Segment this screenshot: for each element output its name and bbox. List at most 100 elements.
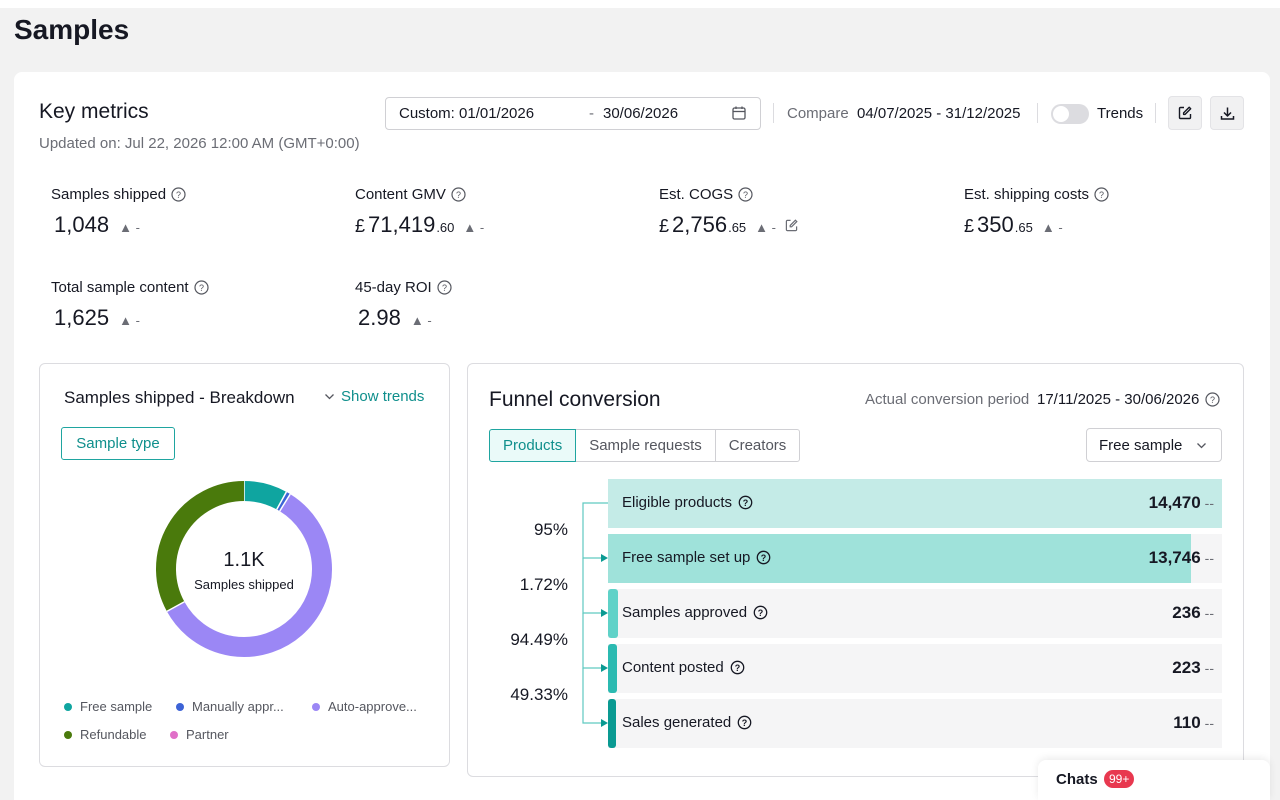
funnel-step-label: Content posted <box>622 659 724 676</box>
funnel-bar <box>608 699 616 748</box>
calendar-icon[interactable] <box>732 106 746 120</box>
legend-item[interactable]: Manually appr... <box>176 699 284 714</box>
breakdown-title: Samples shipped - Breakdown <box>64 388 295 407</box>
svg-text:?: ? <box>1099 190 1104 200</box>
conversion-rate: 95% <box>533 520 568 539</box>
metric-value: 1,625 <box>54 305 110 330</box>
help-icon[interactable]: ? <box>171 187 186 202</box>
funnel-step-label: Sales generated <box>622 714 732 731</box>
help-icon[interactable]: ? <box>193 280 209 295</box>
select-value: Free sample <box>1099 436 1183 454</box>
help-icon[interactable]: ? <box>437 280 452 295</box>
edit-metrics-button[interactable] <box>1168 96 1202 130</box>
funnel-bar <box>608 589 618 638</box>
funnel-step: Content posted? 223 -- <box>608 644 1222 693</box>
date-range-start[interactable]: Custom: 01/01/2026 <box>399 105 535 122</box>
svg-text:?: ? <box>199 283 204 293</box>
help-icon[interactable]: ? <box>451 187 466 202</box>
metric-total-sample-content: Total sample content? 1,625 ▲ - <box>51 279 209 331</box>
help-icon[interactable]: ? <box>753 605 768 620</box>
metric-change: - <box>427 313 432 328</box>
donut-center: 1.1K Samples shipped <box>154 479 334 659</box>
metric-value: 350 <box>977 212 1014 237</box>
funnel-step-value: 14,470 <box>1148 493 1201 512</box>
donut-separator <box>276 491 288 510</box>
tab-products[interactable]: Products <box>489 429 577 462</box>
metric-value: 2,756 <box>672 212 728 237</box>
page-title: Samples <box>14 14 130 45</box>
metric-change: - <box>771 220 776 235</box>
sample-type-chip[interactable]: Sample type <box>61 427 175 460</box>
chevron-down-icon <box>325 394 334 400</box>
tab-sample-requests[interactable]: Sample requests <box>575 429 716 462</box>
funnel-step-label: Free sample set up <box>622 549 751 566</box>
donut-segment-refundable[interactable] <box>156 481 245 612</box>
metric-change: - <box>135 220 140 235</box>
legend-item[interactable]: Free sample <box>64 699 152 714</box>
metric-currency: £ <box>659 216 670 236</box>
conversion-period-value: 17/11/2025 - 30/06/2026 <box>1037 391 1200 408</box>
chats-widget[interactable]: Chats 99+ <box>1038 760 1270 800</box>
sample-type-select[interactable]: Free sample <box>1086 428 1222 462</box>
svg-text:?: ? <box>735 663 741 673</box>
legend-item[interactable]: Partner <box>170 727 229 742</box>
funnel-step-label: Samples approved <box>622 604 748 621</box>
legend-label: Partner <box>186 727 229 742</box>
legend-item[interactable]: Auto-approve... <box>312 699 417 714</box>
metric-value: 71,419 <box>368 212 436 237</box>
legend-dot <box>64 702 72 711</box>
tab-creators[interactable]: Creators <box>714 429 801 462</box>
svg-text:?: ? <box>743 190 748 200</box>
help-icon[interactable]: ? <box>738 495 753 510</box>
svg-text:?: ? <box>1210 395 1215 405</box>
metric-label: Est. shipping costs <box>964 186 1090 203</box>
download-icon <box>1220 107 1234 120</box>
legend-label: Auto-approve... <box>328 699 417 714</box>
svg-text:?: ? <box>742 718 748 728</box>
funnel-step-change: -- <box>1204 605 1214 621</box>
donut-segment-auto-approve[interactable] <box>166 494 332 657</box>
top-strip <box>0 0 1280 8</box>
funnel-step: Samples approved? 236 -- <box>608 589 1222 638</box>
metric-samples-shipped: Samples shipped? 1,048 ▲ - <box>51 186 186 238</box>
funnel-connector-lines <box>582 502 608 727</box>
edit-icon[interactable] <box>785 219 798 232</box>
date-range-picker[interactable]: Custom: 01/01/2026 - 30/06/2026 <box>385 97 761 130</box>
funnel-step-change: -- <box>1204 550 1214 566</box>
help-icon[interactable]: ? <box>737 715 752 730</box>
help-icon[interactable]: ? <box>1094 187 1109 202</box>
metric-change: - <box>479 220 485 235</box>
date-range-separator: - <box>589 105 594 122</box>
divider <box>1037 103 1038 123</box>
funnel-tabs: Products Sample requests Creators <box>489 429 801 462</box>
download-button[interactable] <box>1210 96 1244 130</box>
legend-label: Refundable <box>80 727 147 742</box>
metric-content-gmv: Content GMV? £71,419.60 ▲ - <box>355 186 484 238</box>
funnel-step-change: -- <box>1204 660 1214 676</box>
divider <box>1155 103 1156 123</box>
chevron-down-icon <box>1197 443 1206 449</box>
donut-segment-free-sample[interactable] <box>243 481 287 510</box>
legend-dot <box>312 702 320 711</box>
date-range-end[interactable]: 30/06/2026 <box>603 105 679 122</box>
help-icon[interactable]: ? <box>738 187 753 202</box>
trend-up-icon: ▲ <box>119 313 132 328</box>
trend-up-icon: ▲ <box>410 313 424 328</box>
chats-unread-badge: 99+ <box>1104 770 1135 788</box>
svg-text:?: ? <box>456 190 461 200</box>
show-trends-link[interactable]: Show trends <box>324 388 424 405</box>
svg-text:?: ? <box>758 608 764 618</box>
funnel-title: Funnel conversion <box>489 388 661 411</box>
key-metrics-card: Key metrics Updated on: Jul 22, 2026 12:… <box>14 72 1270 800</box>
help-icon[interactable]: ? <box>756 550 771 565</box>
trends-toggle[interactable] <box>1051 104 1089 124</box>
breakdown-donut-chart <box>156 481 332 657</box>
compare-range[interactable]: 04/07/2025 - 31/12/2025 <box>857 105 1021 122</box>
help-icon[interactable]: ? <box>1205 392 1220 407</box>
metric-label: 45-day ROI <box>355 279 432 296</box>
metric-est-shipping-costs: Est. shipping costs? £350.65 ▲ - <box>964 186 1109 238</box>
updated-timestamp: Updated on: Jul 22, 2026 12:00 AM (GMT+0… <box>39 135 360 152</box>
legend-item[interactable]: Refundable <box>64 727 147 742</box>
help-icon[interactable]: ? <box>730 660 745 675</box>
trend-up-icon: ▲ <box>463 220 477 235</box>
